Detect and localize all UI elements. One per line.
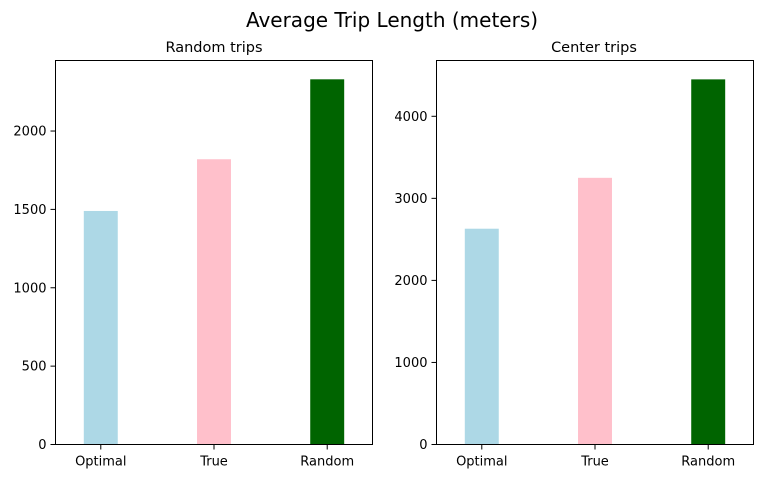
x-tick-label: Random — [681, 455, 735, 470]
y-tick-label: 0 — [38, 438, 46, 453]
chart-random-trips: Random trips Optimal True Random 0 500 1000 1… — [13, 40, 373, 470]
y-tick-label: 1000 — [394, 356, 427, 371]
plot-frame-random-trips — [55, 60, 373, 445]
x-tick-label: Optimal — [456, 455, 507, 470]
bars-random-trips — [83, 79, 345, 445]
x-tick-label: Random — [300, 455, 354, 470]
y-tick-label: 2000 — [394, 274, 427, 289]
figure-title: Average Trip Length (meters) — [246, 8, 538, 32]
y-axis-random-trips: 0 500 1000 1500 2000 — [13, 125, 56, 453]
chart-title-random-trips: Random trips — [165, 40, 262, 56]
bars-center-trips — [464, 79, 726, 445]
x-tick-label: True — [199, 455, 228, 470]
plot-frame-center-trips — [436, 60, 754, 445]
bar-random-trips-random — [310, 79, 345, 445]
bar-random-trips-true — [197, 159, 231, 445]
y-tick-label: 1000 — [13, 281, 46, 296]
bar-random-trips-optimal — [83, 210, 118, 445]
y-tick-label: 0 — [419, 438, 427, 453]
bar-center-trips-random — [691, 79, 726, 445]
x-tick-label: True — [580, 455, 609, 470]
bar-center-trips-true — [578, 177, 612, 445]
x-axis-center-trips: Optimal True Random — [456, 444, 735, 470]
y-tick-label: 2000 — [13, 125, 46, 140]
chart-center-trips: Center trips Optimal True Random 0 1000 2000… — [394, 40, 754, 470]
bar-center-trips-optimal — [464, 228, 499, 445]
x-tick-label: Optimal — [75, 455, 126, 470]
y-tick-label: 500 — [22, 360, 47, 375]
x-axis-random-trips: Optimal True Random — [75, 444, 354, 470]
y-tick-label: 1500 — [13, 203, 46, 218]
y-tick-label: 3000 — [394, 192, 427, 207]
y-axis-center-trips: 0 1000 2000 3000 4000 — [394, 110, 437, 453]
y-tick-label: 4000 — [394, 110, 427, 125]
chart-title-center-trips: Center trips — [551, 40, 637, 56]
